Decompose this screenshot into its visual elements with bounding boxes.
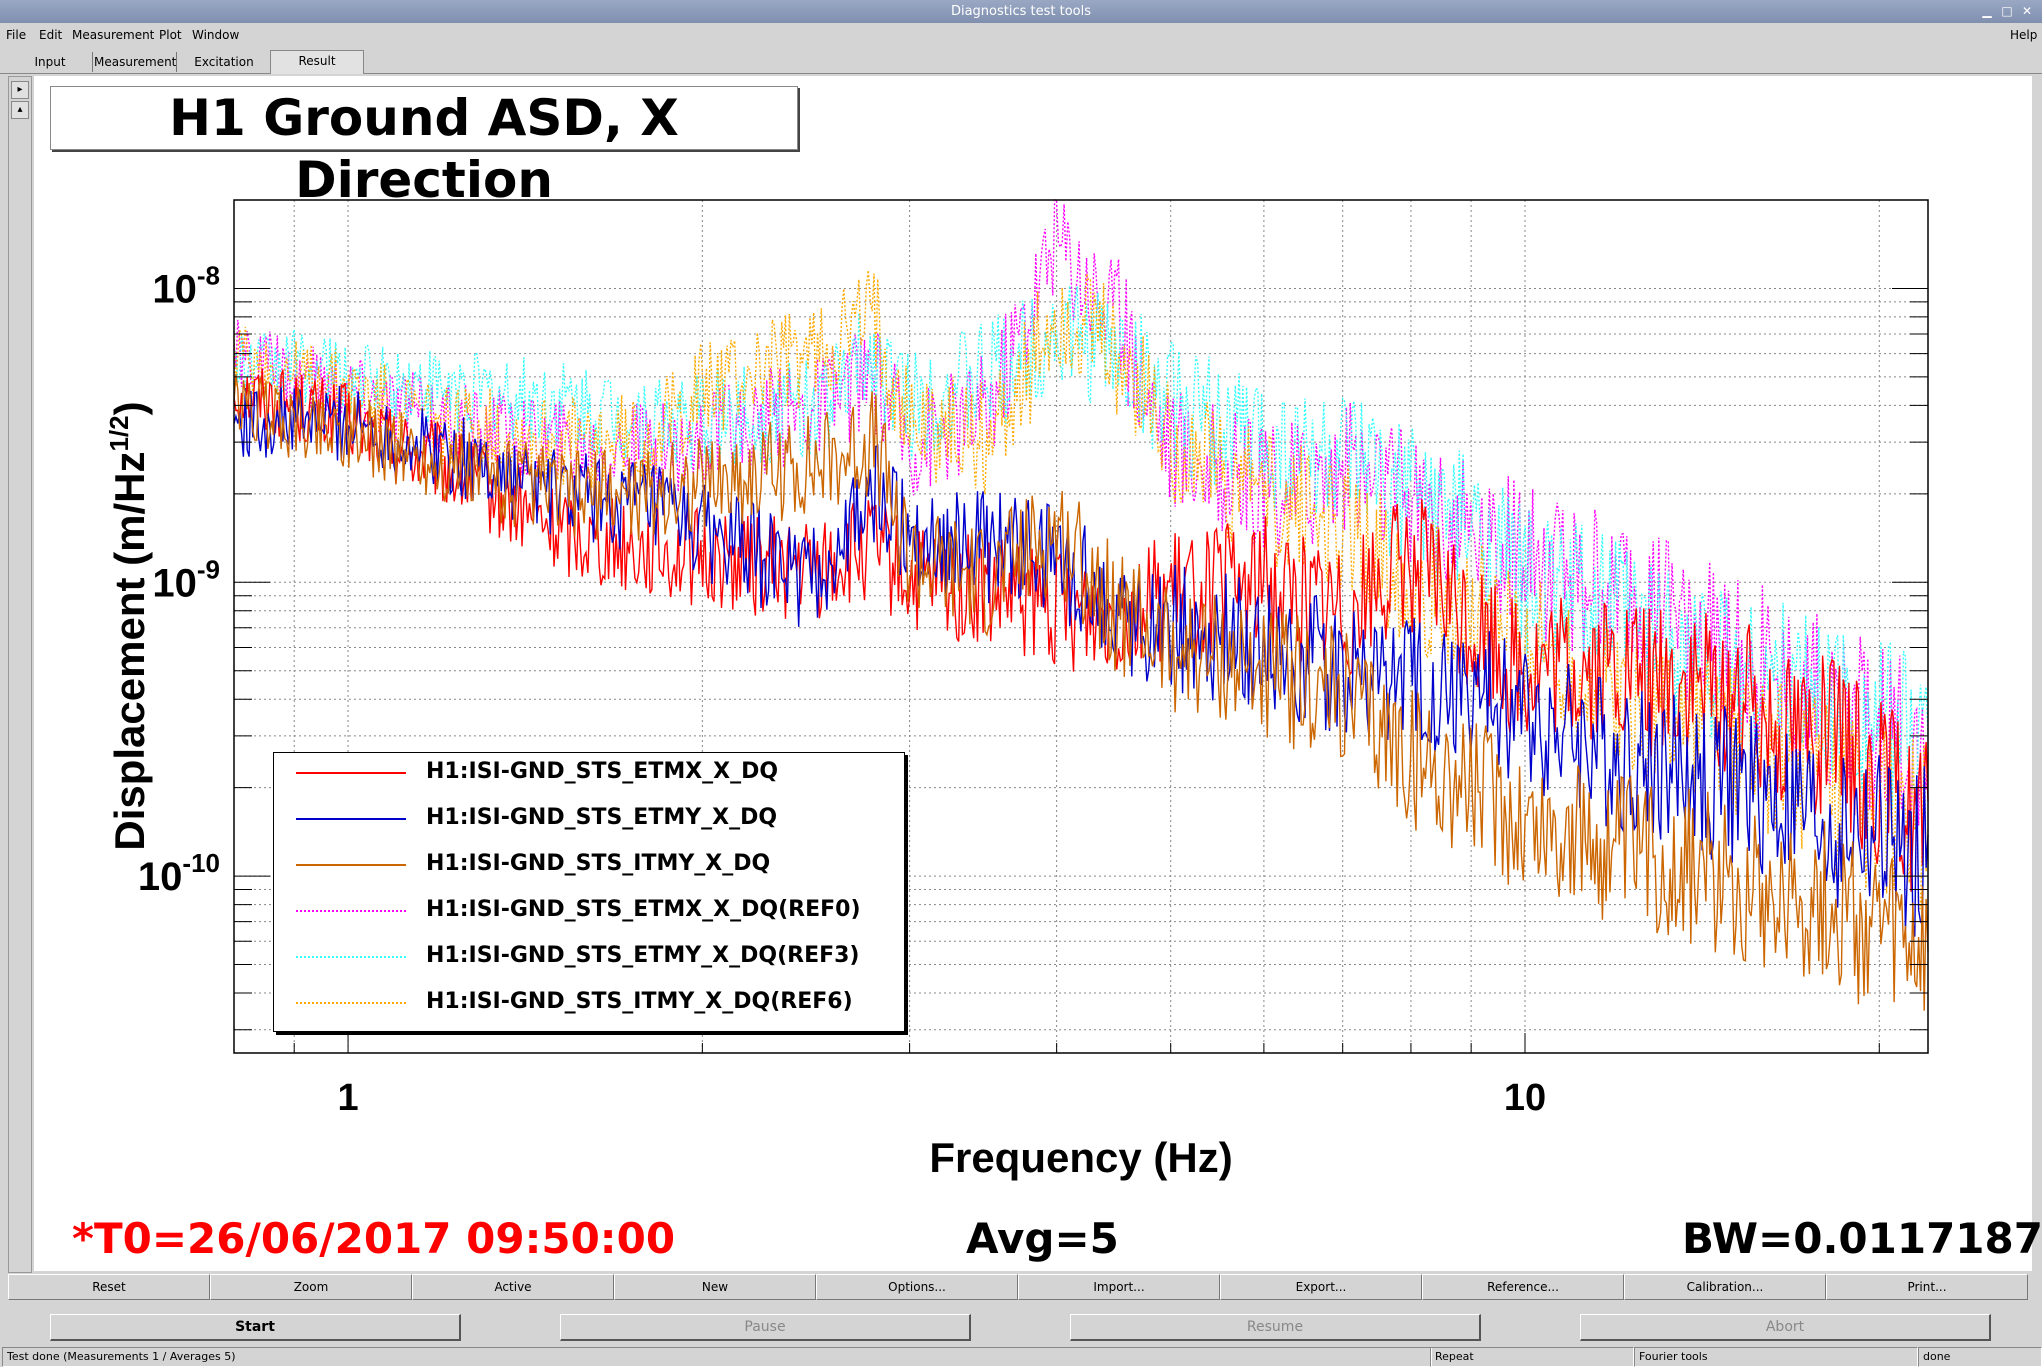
window-title-bar: Diagnostics test tools ▁ □ ✕ (0, 0, 2042, 23)
legend-label: H1:ISI-GND_STS_ETMX_X_DQ(REF0) (426, 897, 861, 922)
expand-arrow-icon[interactable]: ▸ (11, 81, 29, 99)
legend-label: H1:ISI-GND_STS_ITMY_X_DQ (426, 851, 771, 876)
close-icon[interactable]: ✕ (2021, 4, 2033, 18)
pause-button[interactable]: Pause (560, 1314, 971, 1341)
chart-grid (233, 199, 1928, 1053)
menu-help[interactable]: Help (2010, 28, 2038, 42)
series-line (233, 373, 1929, 1011)
menu-measurement[interactable]: Measurement (72, 28, 155, 42)
plot-toolbar: Reset Zoom Active New Options... Import.… (8, 1274, 2038, 1300)
pad-sidebar: ▸ ▴ (8, 76, 32, 1273)
zoom-button[interactable]: Zoom (210, 1274, 412, 1300)
asd-chart[interactable]: 1 10 10-8 10-9 10-10 Frequency (Hz) Displace… (34, 76, 2032, 1271)
plot-canvas[interactable]: H1 Ground ASD, X Direction 1 10 10-8 10-9 10… (34, 76, 2042, 1271)
menu-window[interactable]: Window (192, 28, 240, 42)
reset-button[interactable]: Reset (8, 1274, 210, 1300)
bw-label: BW=0.0117187 (1682, 1214, 2042, 1263)
y-axis-label: Displacement (m/Hz1/2) (104, 401, 153, 850)
x-tick-label: 1 (337, 1077, 358, 1119)
chart-legend: H1:ISI-GND_STS_ETMX_X_DQ H1:ISI-GND_STS_… (273, 752, 905, 1032)
legend-entry: H1:ISI-GND_STS_ETMY_X_DQ (296, 799, 896, 839)
chart-ticks: 1 10 10-8 10-9 10-10 (138, 199, 1928, 1119)
options-button[interactable]: Options... (816, 1274, 1018, 1300)
legend-label: H1:ISI-GND_STS_ETMY_X_DQ (426, 805, 778, 830)
tab-measurement[interactable]: Measurement (94, 52, 177, 72)
legend-entry: H1:ISI-GND_STS_ETMY_X_DQ(REF3) (296, 937, 896, 977)
x-axis-label: Frequency (Hz) (929, 1134, 1232, 1181)
y-tick-label: 10-9 (152, 554, 220, 605)
series-line (233, 270, 1929, 910)
resume-button[interactable]: Resume (1070, 1314, 1481, 1341)
legend-swatch (296, 956, 406, 958)
calibration-button[interactable]: Calibration... (1624, 1274, 1826, 1300)
collapse-arrow-icon[interactable]: ▴ (11, 101, 29, 119)
tab-excitation[interactable]: Excitation (178, 52, 271, 72)
abort-button[interactable]: Abort (1580, 1314, 1991, 1341)
menu-bar: File Edit Measurement Plot Window Help (0, 23, 2042, 47)
status-repeat: Repeat (1430, 1347, 1634, 1367)
legend-entry: H1:ISI-GND_STS_ITMY_X_DQ (296, 845, 896, 885)
y-tick-label: 10-10 (138, 848, 220, 899)
series-line (233, 285, 1929, 811)
new-button[interactable]: New (614, 1274, 816, 1300)
legend-label: H1:ISI-GND_STS_ETMY_X_DQ(REF3) (426, 943, 860, 968)
tab-input[interactable]: Input (8, 52, 93, 72)
maximize-icon[interactable]: □ (2001, 4, 2013, 18)
legend-swatch (296, 772, 406, 774)
status-state: done (1918, 1347, 2042, 1367)
status-bar: Test done (Measurements 1 / Averages 5) … (0, 1345, 2042, 1367)
plot-frame (233, 199, 1929, 1054)
status-main: Test done (Measurements 1 / Averages 5) (2, 1347, 1432, 1367)
legend-label: H1:ISI-GND_STS_ETMX_X_DQ (426, 759, 779, 784)
legend-entry: H1:ISI-GND_STS_ITMY_X_DQ(REF6) (296, 983, 896, 1023)
avg-label: Avg=5 (966, 1214, 1119, 1263)
legend-swatch (296, 910, 406, 912)
menu-edit[interactable]: Edit (39, 28, 63, 42)
status-tool: Fourier tools (1634, 1347, 1918, 1367)
reference-button[interactable]: Reference... (1422, 1274, 1624, 1300)
legend-swatch (296, 818, 406, 820)
series-line (233, 199, 1929, 828)
chart-curves (233, 199, 1929, 1011)
legend-entry: H1:ISI-GND_STS_ETMX_X_DQ(REF0) (296, 891, 896, 931)
menu-plot[interactable]: Plot (159, 28, 182, 42)
active-button[interactable]: Active (412, 1274, 614, 1300)
tab-bar: Input Measurement Excitation Result (0, 47, 2042, 74)
legend-entry: H1:ISI-GND_STS_ETMX_X_DQ (296, 753, 896, 793)
print-button[interactable]: Print... (1826, 1274, 2028, 1300)
menu-file[interactable]: File (6, 28, 27, 42)
start-button[interactable]: Start (50, 1314, 461, 1341)
t0-label: *T0=26/06/2017 09:50:00 (72, 1214, 676, 1263)
legend-swatch (296, 864, 406, 866)
import-button[interactable]: Import... (1018, 1274, 1220, 1300)
window-title: Diagnostics test tools (950, 4, 1092, 19)
run-control-bar: Start Pause Resume Abort (0, 1314, 2042, 1342)
minimize-icon[interactable]: ▁ (1982, 4, 1992, 18)
export-button[interactable]: Export... (1220, 1274, 1422, 1300)
x-tick-label: 10 (1504, 1077, 1546, 1119)
legend-label: H1:ISI-GND_STS_ITMY_X_DQ(REF6) (426, 989, 853, 1014)
tab-result[interactable]: Result (270, 50, 364, 74)
y-tick-label: 10-8 (152, 260, 220, 311)
legend-swatch (296, 1002, 406, 1004)
